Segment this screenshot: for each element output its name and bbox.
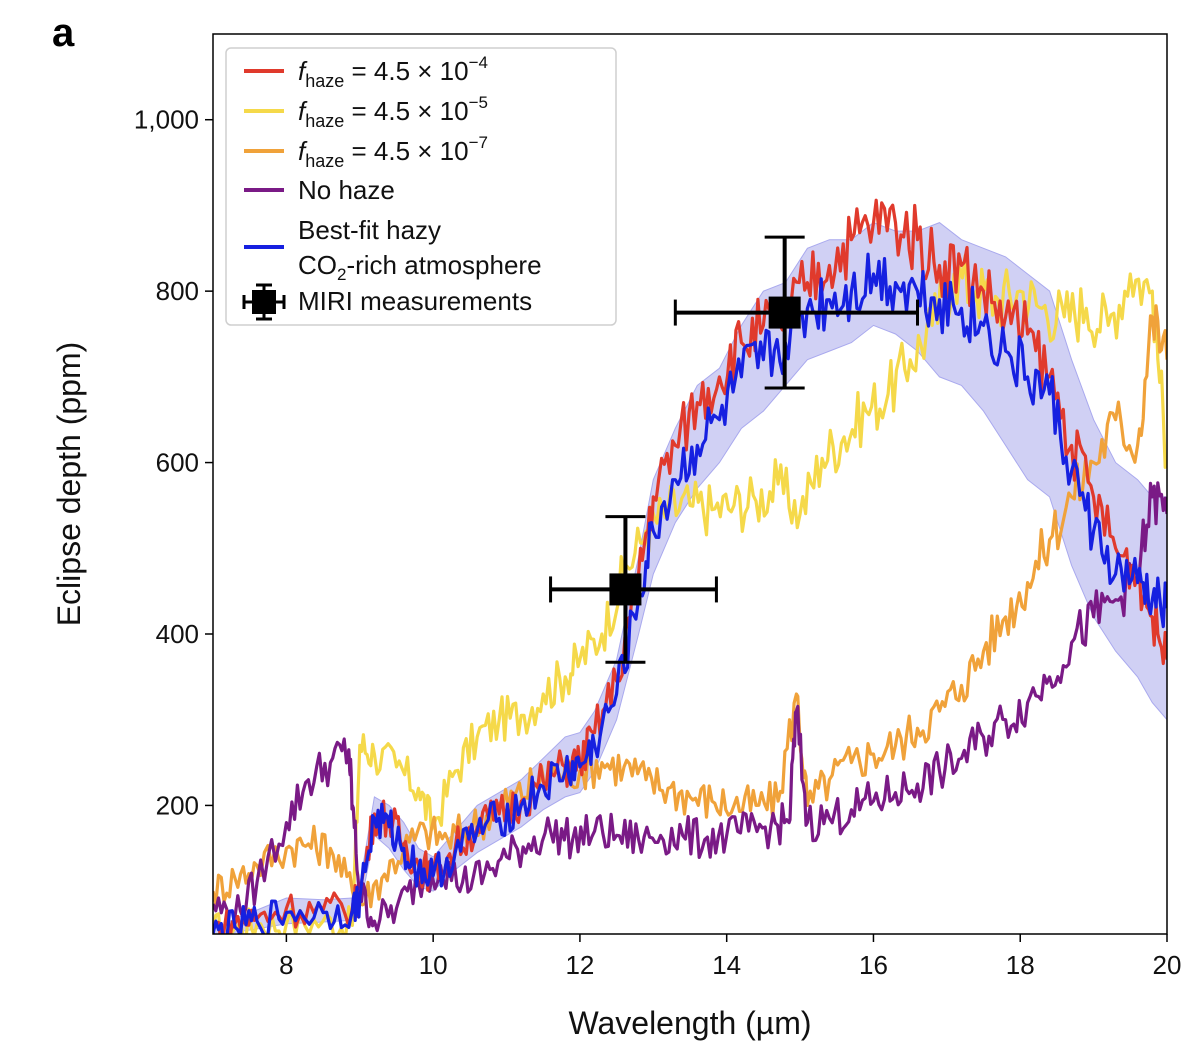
x-tick-label: 14 [712,950,741,980]
series-no-haze [213,481,1167,933]
y-tick-label: 200 [156,790,199,820]
y-tick-label: 400 [156,619,199,649]
legend: fhaze = 4.5 × 10−4 fhaze = 4.5 × 10−5 fh… [225,47,617,326]
best-fit-uncertainty-band [213,222,1167,934]
x-tick-label: 16 [859,950,888,980]
series-fhaze-4-5-10-7 [213,304,1167,913]
panel-label: a [52,11,75,55]
x-axis-ticks: 8 10 12 14 16 18 20 [279,934,1181,980]
legend-label-fhaze-7: fhaze = 4.5 × 10−7 [298,133,488,171]
y-tick-label: 600 [156,448,199,478]
legend-label-fhaze-5: fhaze = 4.5 × 10−5 [298,93,488,131]
legend-label-best-fit-line1: Best-fit hazy [298,215,441,245]
x-tick-label: 18 [1006,950,1035,980]
x-tick-label: 20 [1153,950,1182,980]
miri-measurement-2 [673,235,919,390]
measurements-layer [549,235,919,664]
legend-label-best-fit-line2: CO2-rich atmosphere [298,250,542,284]
x-tick-label: 12 [565,950,594,980]
legend-label-miri: MIRI measurements [298,286,532,316]
y-tick-label: 1,000 [134,105,199,135]
miri-measurement-1 [549,515,718,664]
y-tick-label: 800 [156,276,199,306]
series-best-fit-hazy-co2-rich-atmosphere [213,252,1167,934]
x-tick-label: 10 [419,950,448,980]
legend-label-no-haze: No haze [298,175,395,205]
x-axis-title: Wavelength (µm) [568,1005,811,1041]
series-layer [213,198,1167,934]
y-axis-title: Eclipse depth (ppm) [51,342,87,627]
plot-frame [212,33,1168,935]
uncertainty-band-layer [213,222,1167,934]
y-axis-ticks: 200 400 600 800 1,000 [134,105,213,820]
legend-box [225,47,617,326]
legend-label-fhaze-4: fhaze = 4.5 × 10−4 [298,53,488,91]
legend-swatch-miri [242,283,286,321]
x-tick-label: 8 [279,950,293,980]
